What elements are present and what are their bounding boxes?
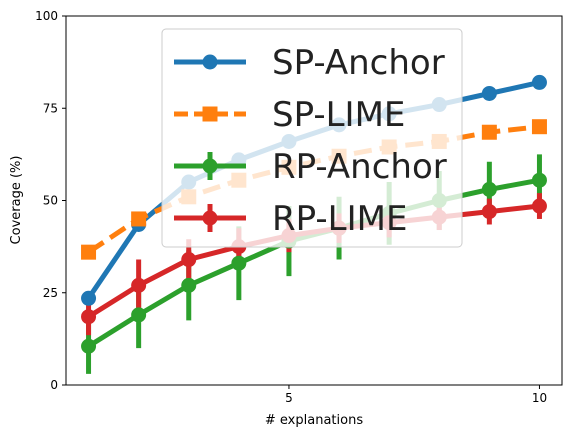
y-tick-label: 75 [43,101,58,115]
legend-item-rp-lime: RP-LIME [174,199,407,239]
rp-anchor-point [231,255,247,271]
legend-item-sp-lime: SP-LIME [174,95,405,135]
legend-swatch-marker [202,210,218,226]
sp-anchor-point [531,74,547,90]
sp-lime-point [531,119,547,135]
sp-lime-point [81,244,97,260]
legend-swatch-marker [202,158,218,174]
legend-label: RP-Anchor [272,147,447,187]
legend-swatch-marker [202,54,218,70]
rp-anchor-point [181,277,197,293]
y-tick-label: 0 [50,378,58,392]
legend-box [161,28,463,248]
x-axis-ticks: 5 10 [285,385,547,405]
rp-anchor-point [81,338,97,354]
sp-anchor-point [81,290,97,306]
rp-anchor-point [131,307,147,323]
legend-label: RP-LIME [272,199,407,239]
legend-item-rp-anchor: RP-Anchor [174,147,447,187]
rp-anchor-point [481,181,497,197]
legend-swatch-marker [202,106,218,122]
rp-lime-point [181,252,197,268]
x-tick-label: 10 [532,391,547,405]
rp-anchor-point [531,172,547,188]
sp-anchor-point [481,85,497,101]
y-axis-ticks: 0 25 50 75 100 [35,9,66,392]
rp-lime-point [481,204,497,220]
legend-label: SP-Anchor [272,43,445,83]
x-axis-label: # explanations [265,413,363,428]
rp-lime-point [131,277,147,293]
legend: SP-Anchor SP-LIME RP-Anchor RP-LIME [161,28,463,248]
y-tick-label: 100 [35,9,58,23]
sp-lime-point [131,211,147,227]
y-axis-label: Coverage (%) [9,156,24,245]
y-tick-label: 50 [43,194,58,208]
x-tick-label: 5 [285,391,293,405]
rp-lime-point [81,309,97,325]
legend-label: SP-LIME [272,95,405,135]
rp-lime-point [531,198,547,214]
legend-item-sp-anchor: SP-Anchor [174,43,445,83]
sp-lime-point [481,124,497,140]
y-tick-label: 25 [43,286,58,300]
